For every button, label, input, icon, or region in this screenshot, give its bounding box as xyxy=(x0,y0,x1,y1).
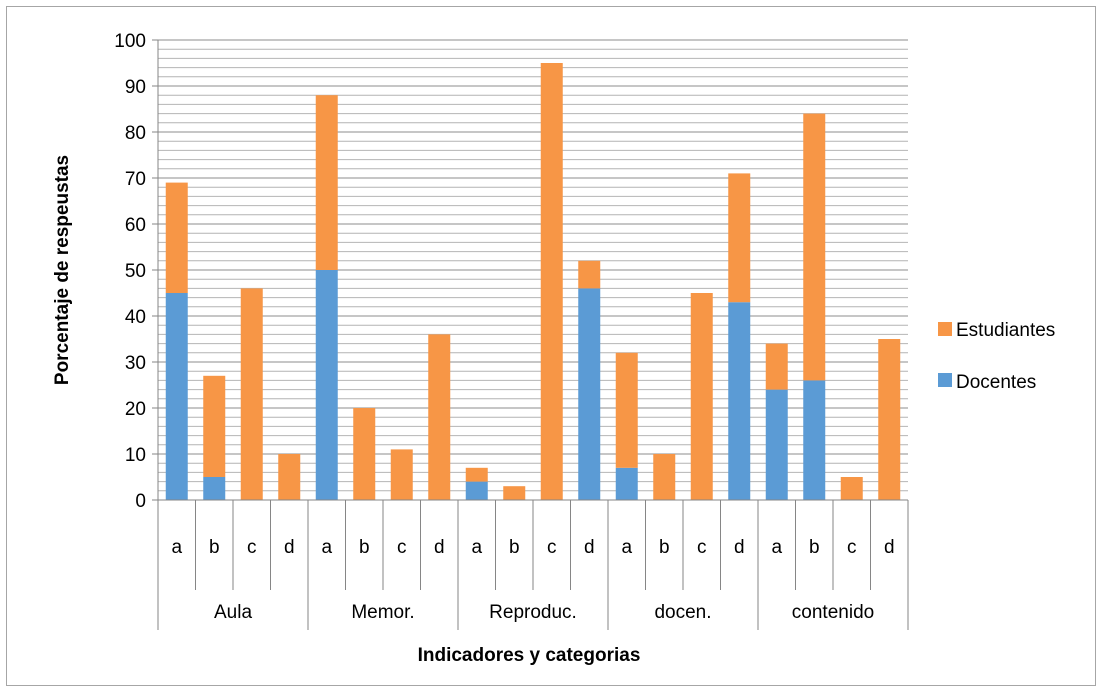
legend-label-docentes: Docentes xyxy=(956,372,1036,393)
x-category-label: c xyxy=(847,537,857,558)
y-tick-label: 30 xyxy=(125,353,146,374)
x-category-label: a xyxy=(771,537,782,558)
axes xyxy=(152,39,909,630)
bar-docentes-18 xyxy=(803,380,826,500)
bar-estudiantes-11 xyxy=(540,63,563,500)
bar-estudiantes-1 xyxy=(165,182,188,293)
bar-docentes-9 xyxy=(465,481,488,500)
x-group-label: Memor. xyxy=(351,602,414,623)
x-group-label: contenido xyxy=(792,602,874,623)
bar-estudiantes-18 xyxy=(803,113,826,381)
bar-docentes-1 xyxy=(165,293,188,500)
bar-estudiantes-16 xyxy=(728,173,751,303)
bar-docentes-16 xyxy=(728,302,751,500)
x-category-label: d xyxy=(434,537,445,558)
bar-docentes-2 xyxy=(203,477,226,500)
y-tick-labels: 0 10 20 30 40 50 60 70 80 90 100 xyxy=(114,31,146,512)
x-group-label: Reproduc. xyxy=(489,602,577,623)
x-category-label: b xyxy=(509,537,520,558)
x-category-label: d xyxy=(284,537,295,558)
bar-estudiantes-7 xyxy=(390,449,413,500)
y-tick-label: 50 xyxy=(125,261,146,282)
bar-estudiantes-5 xyxy=(315,95,338,270)
y-tick-label: 90 xyxy=(125,77,146,98)
x-category-label: c xyxy=(547,537,557,558)
x-category-label: a xyxy=(621,537,632,558)
x-group-label: Aula xyxy=(214,602,252,623)
bar-estudiantes-12 xyxy=(578,260,601,289)
gridlines xyxy=(158,39,908,501)
legend-swatch-docentes xyxy=(938,373,952,387)
y-tick-label: 10 xyxy=(125,445,146,466)
x-group-labels: Aula Memor. Reproduc. docen. contenido xyxy=(214,602,874,623)
x-category-label: b xyxy=(359,537,370,558)
bar-estudiantes-8 xyxy=(428,334,451,500)
x-category-label: c xyxy=(697,537,707,558)
bar-estudiantes-4 xyxy=(278,454,301,500)
legend: Estudiantes Docentes xyxy=(938,320,1055,393)
bar-estudiantes-13 xyxy=(615,352,638,468)
x-axis-title: Indicadores y categorias xyxy=(418,645,641,666)
legend-swatch-estudiantes xyxy=(938,322,952,336)
x-category-label: d xyxy=(884,537,895,558)
x-group-label: docen. xyxy=(654,602,711,623)
x-category-label: a xyxy=(171,537,182,558)
x-category-label: b xyxy=(659,537,670,558)
y-tick-label: 80 xyxy=(125,123,146,144)
bar-estudiantes-10 xyxy=(503,486,526,500)
y-tick-label: 40 xyxy=(125,307,146,328)
bar-docentes-12 xyxy=(578,288,601,500)
y-tick-label: 0 xyxy=(135,491,146,512)
y-tick-label: 70 xyxy=(125,169,146,190)
bars xyxy=(165,63,901,500)
bar-docentes-13 xyxy=(615,467,638,500)
bar-estudiantes-17 xyxy=(765,343,788,390)
legend-label-estudiantes: Estudiantes xyxy=(956,320,1055,341)
x-category-label: a xyxy=(321,537,332,558)
bar-estudiantes-2 xyxy=(203,375,226,477)
bar-estudiantes-20 xyxy=(878,339,901,500)
x-category-label: c xyxy=(397,537,407,558)
bar-estudiantes-14 xyxy=(653,454,676,500)
bar-estudiantes-6 xyxy=(353,408,376,500)
x-category-label: d xyxy=(734,537,745,558)
x-category-label: c xyxy=(247,537,257,558)
bar-estudiantes-3 xyxy=(240,288,263,500)
x-category-label: b xyxy=(209,537,220,558)
bar-estudiantes-15 xyxy=(690,293,713,500)
y-tick-label: 100 xyxy=(114,31,146,52)
x-category-label: d xyxy=(584,537,595,558)
x-category-label: a xyxy=(471,537,482,558)
y-tick-label: 20 xyxy=(125,399,146,420)
y-tick-label: 60 xyxy=(125,215,146,236)
x-category-label: b xyxy=(809,537,820,558)
y-axis-title: Porcentaje de respeustas xyxy=(52,155,73,385)
bar-estudiantes-9 xyxy=(465,467,488,482)
bar-estudiantes-19 xyxy=(840,477,863,500)
bar-docentes-5 xyxy=(315,270,338,500)
bar-docentes-17 xyxy=(765,389,788,500)
